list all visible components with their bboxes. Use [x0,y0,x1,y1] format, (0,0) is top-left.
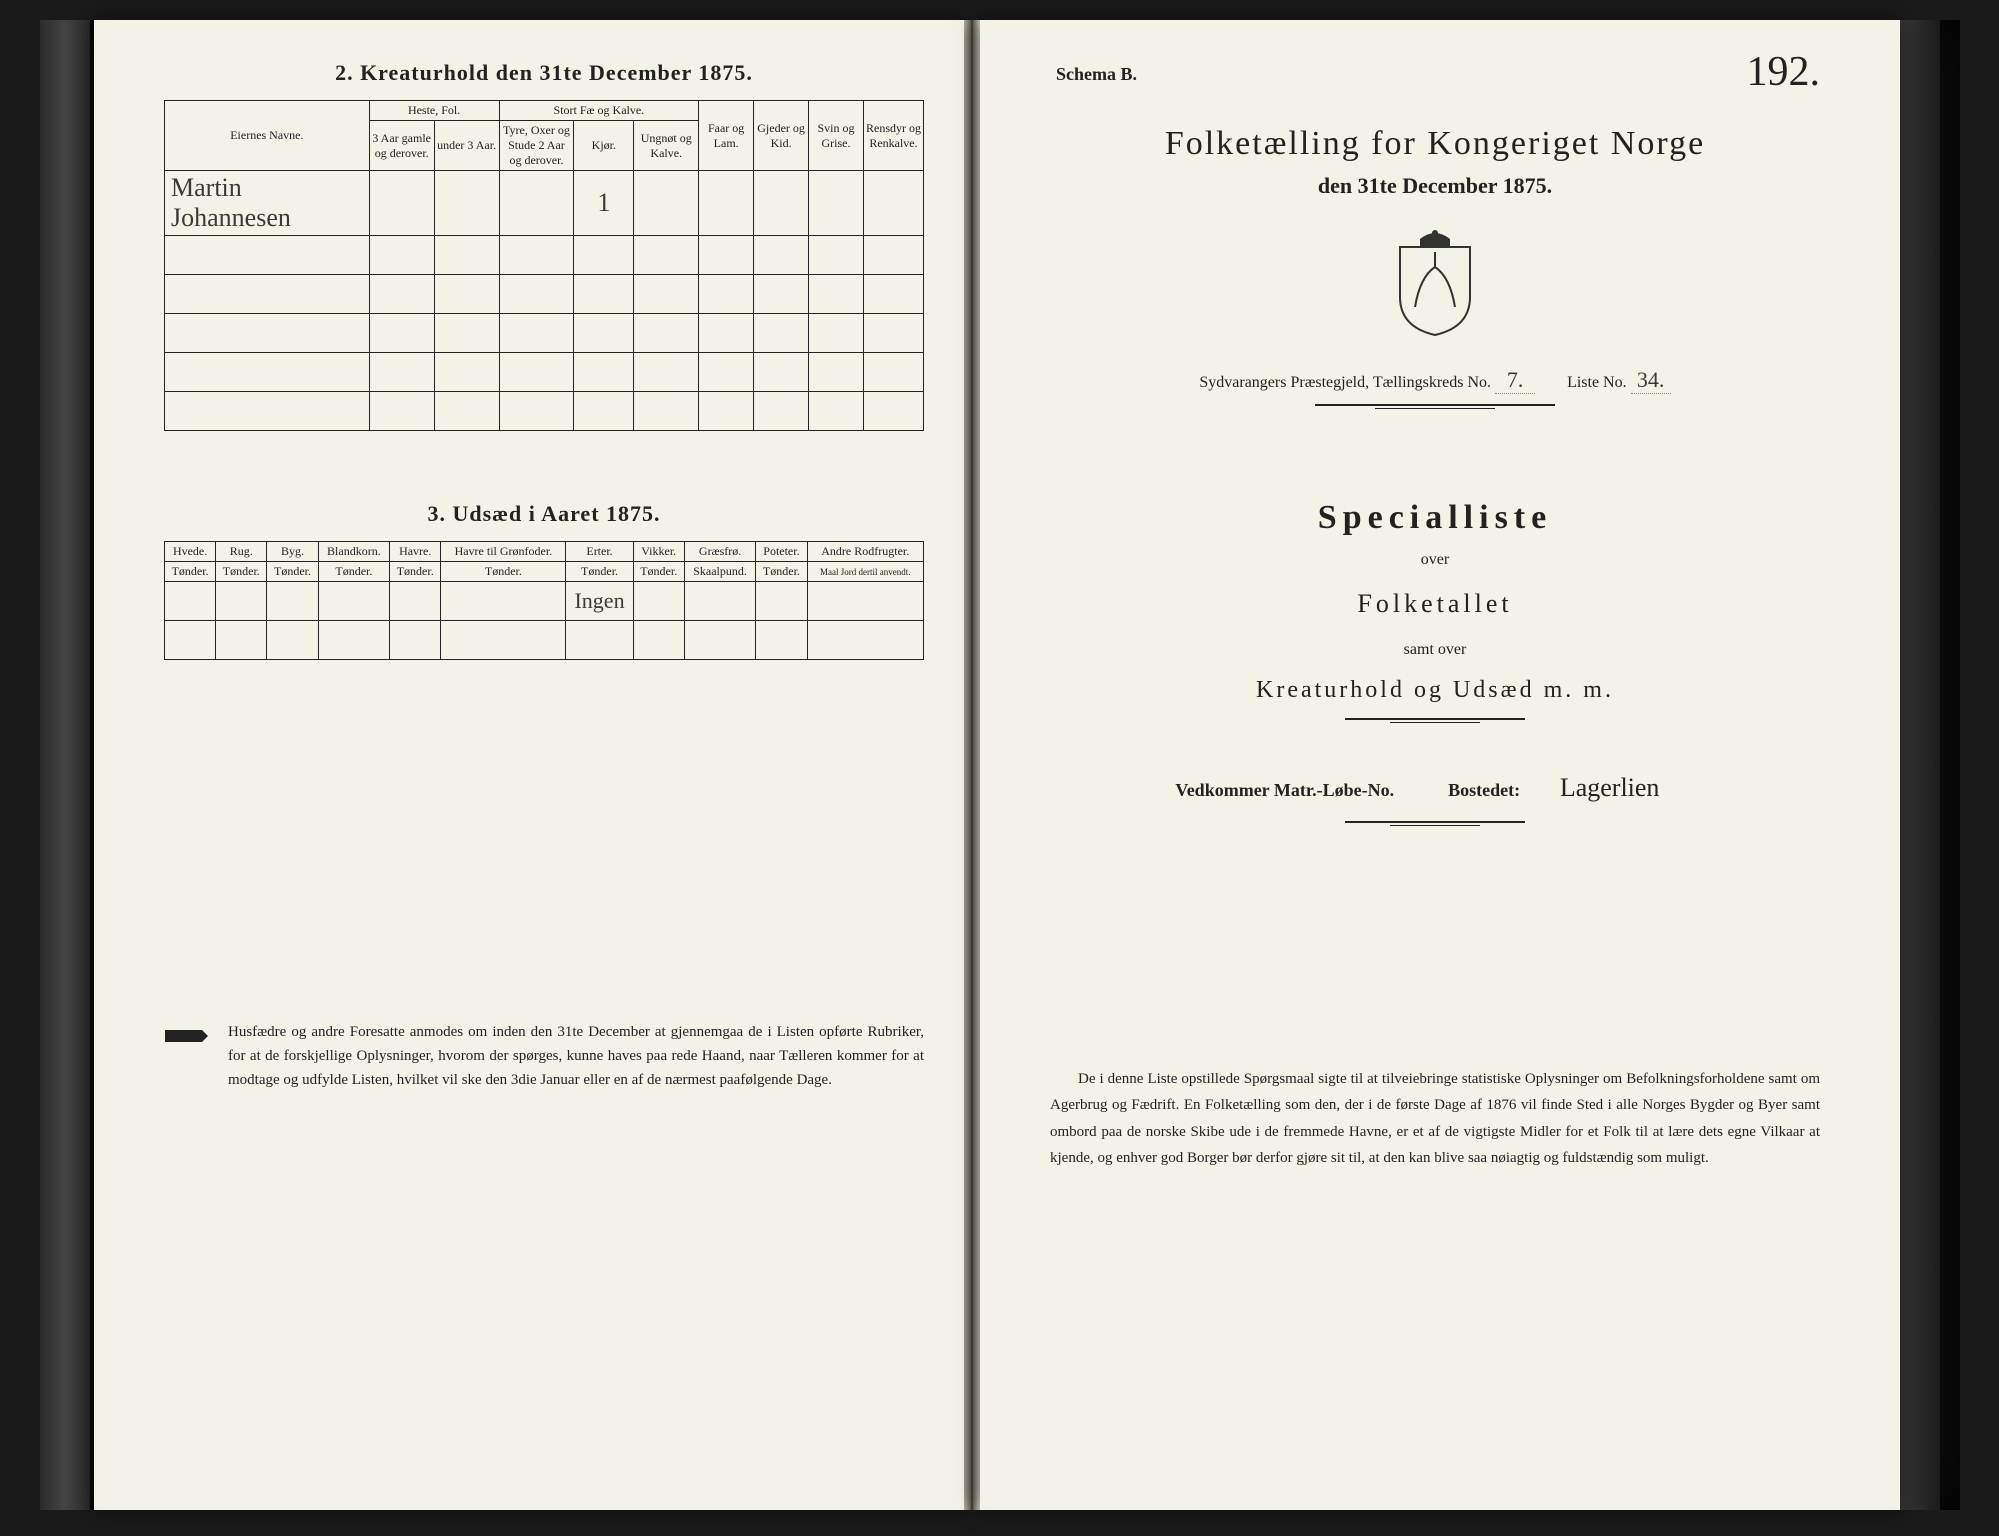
col-rein: Rensdyr og Renkalve. [863,101,923,171]
sow-head-row: Hvede. Rug. Byg. Blandkorn. Havre. Havre… [165,542,924,562]
page-number: 192. [1747,48,1821,96]
sowing-table: Hvede. Rug. Byg. Blandkorn. Havre. Havre… [164,541,924,660]
schema-label: Schema B. [1056,64,1820,85]
erter-cell: Ingen [566,582,633,621]
liste-prefix: Liste No. [1567,374,1627,391]
right-footer-text: De i denne Liste opstillede Spørgsmaal s… [1050,1066,1820,1171]
col-owner: Eiernes Navne. [165,101,370,171]
kreaturhold-heading: Kreaturhold og Udsæd m. m. [1050,677,1820,704]
grp-horse: Heste, Fol. [369,101,499,121]
divider [1345,821,1525,823]
divider [1315,404,1555,406]
livestock-table: Eiernes Navne. Heste, Fol. Stort Fæ og K… [164,100,924,431]
section3-title: 3. Udsæd i Aaret 1875. [164,501,924,527]
census-subtitle: den 31te December 1875. [1050,173,1820,199]
divider [1390,722,1480,723]
col-pig: Svin og Grise. [809,101,864,171]
table-row [165,621,924,660]
cattle-sub1: Tyre, Oxer og Stude 2 Aar og derover. [499,121,574,171]
coat-of-arms-icon [1390,227,1480,337]
table-row [165,314,924,353]
district-prefix: Sydvarangers Præstegjeld, Tællingskreds … [1199,374,1491,391]
book-gutter [964,20,980,1510]
sow-unit-row: Tønder. Tønder. Tønder. Tønder. Tønder. … [165,562,924,582]
table-row [165,392,924,431]
book-spread: 2. Kreaturhold den 31te December 1875. E… [40,20,1960,1510]
cattle-sub2: Kjør. [574,121,634,171]
kjor-cell: 1 [574,171,634,236]
horse-sub2: under 3 Aar. [434,121,499,171]
district-number: 7. [1495,367,1535,394]
specialliste-heading: Specialliste [1050,499,1820,537]
right-page: Schema B. 192. Folketælling for Kongerig… [980,20,1900,1510]
table-row [165,353,924,392]
col-goat: Gjeder og Kid. [754,101,809,171]
section2-title: 2. Kreaturhold den 31te December 1875. [164,60,924,86]
table-row: Martin Johannesen 1 [165,171,924,236]
pointing-hand-icon [164,1020,210,1050]
divider [1375,408,1495,409]
binding-right [1900,20,1940,1510]
bosted-label: Bostedet: [1448,780,1520,800]
district-line: Sydvarangers Præstegjeld, Tællingskreds … [1050,367,1820,394]
census-title: Folketælling for Kongeriget Norge [1050,125,1820,163]
folketallet-heading: Folketallet [1050,589,1820,619]
footnote-block: Husfædre og andre Foresatte anmodes om i… [164,1020,924,1092]
divider [1345,718,1525,720]
binding-left [40,20,90,1510]
horse-sub1: 3 Aar gamle og derover. [369,121,434,171]
matr-label: Vedkommer Matr.-Løbe-No. [1175,780,1394,800]
table-row [165,275,924,314]
footnote-text: Husfædre og andre Foresatte anmodes om i… [228,1020,924,1092]
matr-line: Vedkommer Matr.-Løbe-No. Bostedet: Lager… [1050,773,1820,803]
bosted-value: Lagerlien [1525,773,1695,803]
table-row [165,236,924,275]
grp-cattle: Stort Fæ og Kalve. [499,101,699,121]
table-row: Ingen [165,582,924,621]
col-sheep: Faar og Lam. [699,101,754,171]
samt-label: samt over [1050,641,1820,659]
divider [1390,825,1480,826]
owner-cell: Martin Johannesen [165,171,370,236]
over-label: over [1050,551,1820,569]
liste-number: 34. [1631,367,1671,394]
left-page: 2. Kreaturhold den 31te December 1875. E… [94,20,964,1510]
cattle-sub3: Ungnøt og Kalve. [634,121,699,171]
